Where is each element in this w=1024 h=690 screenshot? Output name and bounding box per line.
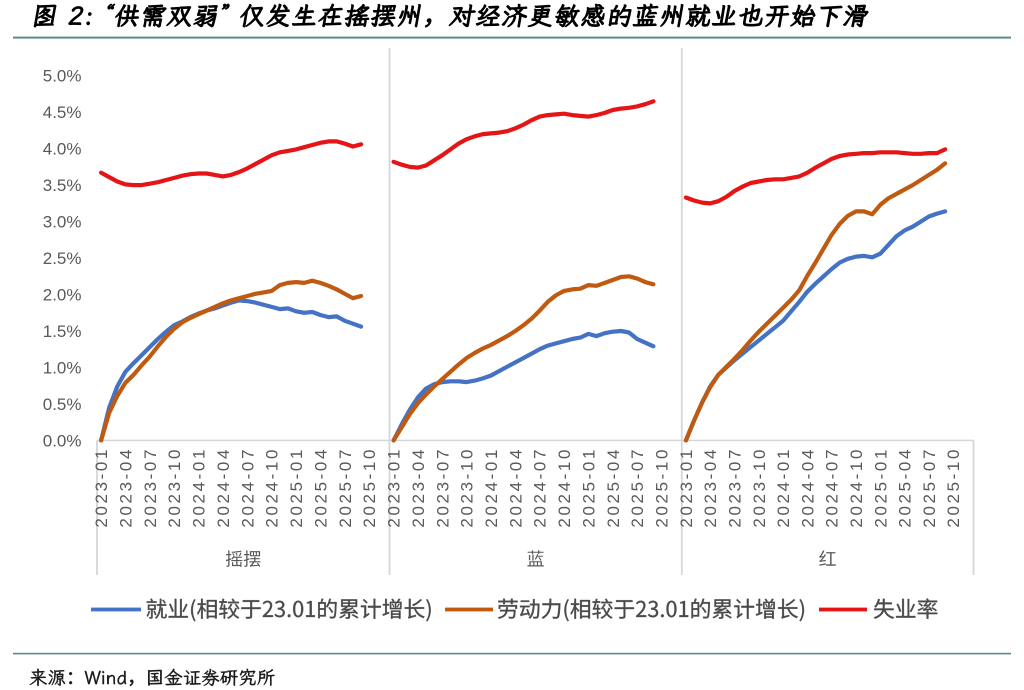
svg-text:2.0%: 2.0% <box>43 286 82 305</box>
svg-text:2023-10: 2023-10 <box>165 447 184 528</box>
svg-text:2025-10: 2025-10 <box>653 447 672 528</box>
svg-text:2025-07: 2025-07 <box>628 447 647 528</box>
svg-text:2024-01: 2024-01 <box>774 447 793 528</box>
svg-text:2025-07: 2025-07 <box>920 447 939 528</box>
svg-text:2023-01: 2023-01 <box>677 447 696 528</box>
svg-text:3.0%: 3.0% <box>43 213 82 232</box>
svg-text:2025-01: 2025-01 <box>579 447 598 528</box>
svg-text:2025-04: 2025-04 <box>604 447 623 528</box>
svg-text:2023-04: 2023-04 <box>409 447 428 528</box>
svg-text:2024-10: 2024-10 <box>263 447 282 528</box>
svg-text:2025-10: 2025-10 <box>944 447 963 528</box>
svg-text:2025-01: 2025-01 <box>871 447 890 528</box>
svg-text:4.5%: 4.5% <box>43 103 82 122</box>
svg-text:2024-10: 2024-10 <box>847 447 866 528</box>
svg-text:2024-07: 2024-07 <box>531 447 550 528</box>
svg-text:2024-07: 2024-07 <box>238 447 257 528</box>
svg-text:2023-07: 2023-07 <box>433 447 452 528</box>
svg-text:2023-07: 2023-07 <box>141 447 160 528</box>
svg-text:1.0%: 1.0% <box>43 359 82 378</box>
svg-text:0.5%: 0.5% <box>43 395 82 414</box>
svg-text:2024-01: 2024-01 <box>482 447 501 528</box>
svg-text:5.0%: 5.0% <box>43 67 82 86</box>
svg-text:2024-04: 2024-04 <box>798 447 817 528</box>
svg-text:2023-04: 2023-04 <box>116 447 135 528</box>
svg-text:2024-10: 2024-10 <box>555 447 574 528</box>
svg-text:2025-10: 2025-10 <box>360 447 379 528</box>
svg-text:2024-04: 2024-04 <box>506 447 525 528</box>
svg-text:2023-10: 2023-10 <box>458 447 477 528</box>
svg-text:2023-01: 2023-01 <box>92 447 111 528</box>
svg-text:2024-04: 2024-04 <box>214 447 233 528</box>
svg-text:2025-01: 2025-01 <box>287 447 306 528</box>
svg-text:2024-07: 2024-07 <box>823 447 842 528</box>
svg-text:2023-01: 2023-01 <box>385 447 404 528</box>
svg-text:3.5%: 3.5% <box>43 176 82 195</box>
svg-text:4.0%: 4.0% <box>43 140 82 159</box>
svg-text:2.5%: 2.5% <box>43 249 82 268</box>
svg-text:2025-04: 2025-04 <box>311 447 330 528</box>
svg-text:2023-10: 2023-10 <box>750 447 769 528</box>
svg-text:2024-01: 2024-01 <box>190 447 209 528</box>
svg-text:2025-07: 2025-07 <box>336 447 355 528</box>
svg-text:2023-07: 2023-07 <box>726 447 745 528</box>
svg-text:2025-04: 2025-04 <box>896 447 915 528</box>
svg-text:1.5%: 1.5% <box>43 322 82 341</box>
svg-text:2023-04: 2023-04 <box>701 447 720 528</box>
svg-text:0.0%: 0.0% <box>43 431 82 450</box>
